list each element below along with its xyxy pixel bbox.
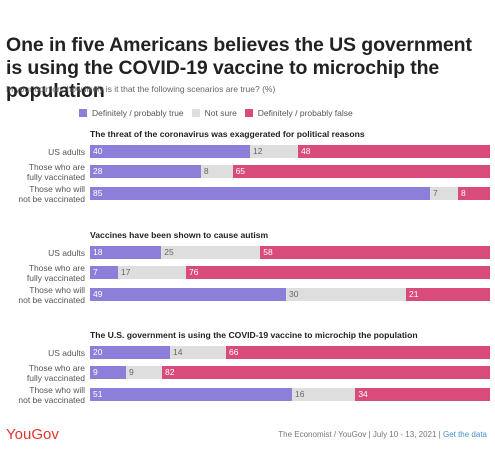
bar-segment-true: 40 [90,145,250,158]
legend-item-false: Definitely / probably false [244,108,353,118]
bar-segment-not-sure: 25 [161,246,261,259]
bar-segment-not-sure: 12 [250,145,298,158]
chart-title: One in five Americans believes the US go… [6,34,472,102]
legend-swatch-not-sure [191,109,200,117]
stacked-bar: 85 7 8 [90,187,490,200]
stacked-bar: 51 16 34 [90,388,490,401]
data-label: 18 [93,247,103,257]
row-label: Those who will not be vaccinated [18,385,85,405]
bar-segment-false: 48 [298,145,490,158]
bar-segment-not-sure: 14 [170,346,226,359]
legend-swatch-true [79,109,87,117]
bar-segment-false: 8 [458,187,490,200]
stacked-bar: 49 30 21 [90,288,490,301]
bar-segment-false: 21 [406,288,490,301]
data-label: 48 [301,146,311,156]
bar-segment-false: 76 [186,266,490,279]
data-label: 7 [433,188,438,198]
bar-segment-not-sure: 8 [200,165,233,178]
row-label: Those who will not be vaccinated [18,285,85,305]
bar-segment-not-sure: 9 [126,366,162,379]
bar-segment-false: 66 [226,346,490,359]
bar-segment-not-sure: 30 [286,288,406,301]
stacked-bar: 40 12 48 [90,145,490,158]
stacked-bar: 28 8 65 [90,165,490,178]
data-label: 49 [93,289,103,299]
data-label: 34 [358,389,368,399]
legend-label-true: Definitely / probably true [92,108,184,118]
row-label: US adults [48,348,85,358]
data-label: 20 [93,347,103,357]
row-label: US adults [48,147,85,157]
footer-source-text: The Economist / YouGov | July 10 - 13, 2… [278,430,443,439]
stacked-bar: 9 9 82 [90,366,490,379]
bar-segment-true: 49 [90,288,286,301]
bar-segment-false: 58 [260,246,490,259]
legend-label-not-sure: Not sure [204,108,237,118]
data-label: 66 [229,347,239,357]
stacked-bar: 18 25 58 [90,246,490,259]
data-label: 40 [93,146,103,156]
chart-subtitle: In your opinion, how likely is it that t… [6,84,276,94]
bar-segment-true: 51 [90,388,292,401]
bar-segment-true: 20 [90,346,170,359]
footer-source: The Economist / YouGov | July 10 - 13, 2… [278,430,487,439]
data-label: 16 [294,389,305,399]
bar-segment-false: 34 [355,388,490,401]
data-label: 30 [289,289,299,299]
data-label: 17 [121,267,131,277]
bar-segment-not-sure: 16 [291,388,356,401]
row-label: US adults [48,248,85,258]
legend-item-true: Definitely / probably true [79,108,184,118]
data-label: 9 [129,367,134,377]
legend-item-not-sure: Not sure [191,108,237,118]
legend: Definitely / probably true Not sure Defi… [79,108,361,118]
data-label: 8 [203,166,209,176]
row-label: Those who will not be vaccinated [18,184,85,204]
data-label: 76 [189,267,199,277]
data-label: 51 [93,389,103,399]
stacked-bar: 20 14 66 [90,346,490,359]
row-label: Those who are fully vaccinated [26,363,85,383]
row-label: Those who are fully vaccinated [26,263,85,283]
bar-segment-true: 7 [90,266,118,279]
yougov-logo: YouGov [6,426,59,443]
data-label: 21 [409,289,419,299]
panel-title-2: Vaccines have been shown to cause autism [90,230,269,240]
bar-segment-not-sure: 7 [430,187,458,200]
data-label: 8 [461,188,466,198]
data-label: 12 [253,146,263,156]
panel-title-3: The U.S. government is using the COVID-1… [90,330,418,340]
bar-segment-false: 65 [232,165,490,178]
data-label: 58 [263,247,273,257]
row-label: Those who are fully vaccinated [26,162,85,182]
data-label: 85 [93,188,103,198]
data-label: 28 [93,166,103,176]
data-label: 82 [165,367,175,377]
data-label: 9 [93,367,98,377]
legend-swatch-false [244,109,253,117]
data-label: 14 [173,347,183,357]
panel-title-1: The threat of the coronavirus was exagge… [90,129,365,139]
data-label: 65 [235,166,246,176]
bar-segment-true: 18 [90,246,162,259]
data-label: 25 [164,247,174,257]
data-label: 7 [93,267,98,277]
bar-segment-true: 85 [90,187,430,200]
bar-segment-true: 9 [90,366,126,379]
bar-segment-false: 82 [162,366,490,379]
stacked-bar: 7 17 76 [90,266,490,279]
bar-segment-not-sure: 17 [118,266,186,279]
bar-segment-true: 28 [90,165,201,178]
legend-label-false: Definitely / probably false [257,108,353,118]
get-the-data-link[interactable]: Get the data [442,430,487,439]
